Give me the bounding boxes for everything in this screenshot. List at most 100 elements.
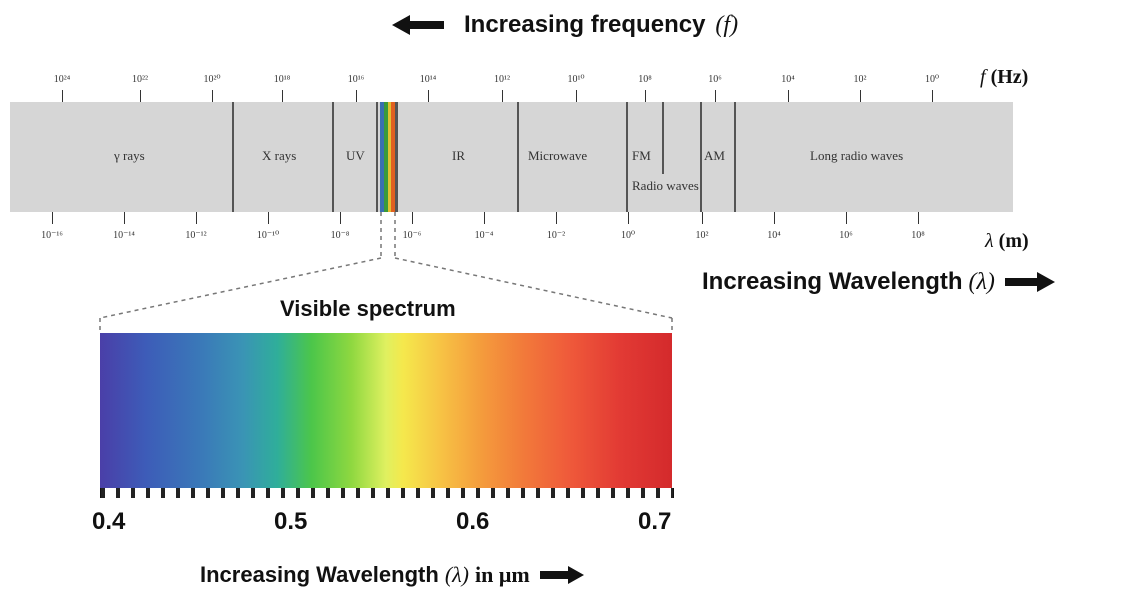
freq-tick-mark xyxy=(62,90,63,102)
visible-strip-blue xyxy=(380,102,384,212)
freq-tick-mark xyxy=(212,90,213,102)
wl-tick-mark xyxy=(918,212,919,224)
wavelength-unit: λ (m) xyxy=(985,230,1029,253)
arrow-left-icon xyxy=(392,15,444,35)
band-divider xyxy=(662,102,664,174)
freq-tick-mark xyxy=(502,90,503,102)
visible-strip-orange xyxy=(391,102,395,212)
freq-tick-mark xyxy=(788,90,789,102)
wl-tick-mark xyxy=(702,212,703,224)
frequency-heading-label: Increasing frequency xyxy=(464,11,706,38)
wl-tick: 10⁴ xyxy=(767,230,781,241)
band-label-microwave: Microwave xyxy=(528,148,588,163)
bottom-wavelength-heading: Increasing Wavelength (λ) in μm xyxy=(200,562,584,588)
wl-tick: 10⁻¹² xyxy=(185,230,207,241)
wl-tick-mark xyxy=(52,212,53,224)
freq-tick: 10²² xyxy=(132,74,148,85)
band-divider xyxy=(734,102,736,212)
frequency-unit: f (Hz) xyxy=(980,66,1028,89)
band-divider xyxy=(232,102,234,212)
band-label-xray: X rays xyxy=(262,148,297,163)
wavelength-unit-symbol: λ xyxy=(985,230,994,252)
frequency-unit-symbol: f xyxy=(980,66,986,88)
wl-tick: 10⁻¹⁴ xyxy=(113,230,135,241)
freq-tick: 10¹⁸ xyxy=(273,74,291,85)
wl-tick-mark xyxy=(556,212,557,224)
wl-tick: 10⁸ xyxy=(911,230,925,241)
wl-tick: 10⁻² xyxy=(546,230,566,241)
band-label-am: AM xyxy=(704,148,725,163)
wl-tick-mark xyxy=(484,212,485,224)
freq-tick-mark xyxy=(282,90,283,102)
arrow-right-icon xyxy=(1004,272,1055,292)
bottom-heading-label: Increasing Wavelength xyxy=(200,562,439,587)
wl-tick: 10⁻⁸ xyxy=(330,230,350,241)
visible-strip-edge xyxy=(395,102,398,212)
wl-tick-mark xyxy=(628,212,629,224)
freq-tick: 10¹⁰ xyxy=(567,74,585,85)
wavelength-unit-label: (m) xyxy=(998,230,1029,252)
freq-tick: 10¹² xyxy=(494,74,510,85)
freq-tick-mark xyxy=(932,90,933,102)
wl-tick-mark xyxy=(340,212,341,224)
wl-tick-mark xyxy=(124,212,125,224)
band-label-radio: Radio waves xyxy=(632,178,699,193)
wl-tick: 10⁻¹⁶ xyxy=(41,230,63,241)
wavelength-heading: Increasing Wavelength (λ) xyxy=(702,268,1055,296)
band-label-long-radio: Long radio waves xyxy=(810,148,904,163)
wl-tick: 10⁶ xyxy=(839,230,853,241)
band-divider xyxy=(376,102,378,212)
freq-tick: 10²⁴ xyxy=(53,74,71,85)
visible-spectrum-ruler xyxy=(100,488,674,498)
freq-tick-mark xyxy=(140,90,141,102)
frequency-heading-symbol: (f) xyxy=(715,11,739,38)
band-label-gamma: γ rays xyxy=(114,148,145,163)
visible-spectrum-gradient xyxy=(100,333,672,488)
wl-tick-mark xyxy=(774,212,775,224)
visible-tick: 0.6 xyxy=(456,508,490,535)
freq-tick: 10⁴ xyxy=(781,74,795,85)
wl-tick: 10⁻⁶ xyxy=(402,230,422,241)
freq-tick-mark xyxy=(576,90,577,102)
wl-tick-mark xyxy=(196,212,197,224)
wavelength-heading-symbol: (λ) xyxy=(968,268,995,295)
frequency-unit-label: (Hz) xyxy=(990,66,1029,88)
band-label-uv: UV xyxy=(346,148,365,163)
wl-tick-mark xyxy=(412,212,413,224)
freq-tick: 10¹⁶ xyxy=(347,74,365,85)
visible-strip-yellow xyxy=(388,102,391,212)
frequency-heading: Increasing frequency (f) xyxy=(392,8,738,42)
freq-tick-mark xyxy=(715,90,716,102)
band-label-fm: FM xyxy=(632,148,651,163)
freq-tick-mark xyxy=(645,90,646,102)
arrow-right-icon xyxy=(539,566,584,584)
em-spectrum-band: γ rays X rays UV IR Microwave FM AM Radi… xyxy=(10,102,1013,212)
freq-tick: 10⁶ xyxy=(708,74,722,85)
band-divider xyxy=(700,102,702,212)
wl-tick-mark xyxy=(846,212,847,224)
wl-tick: 10⁰ xyxy=(620,230,636,241)
freq-tick: 10⁸ xyxy=(638,74,652,85)
freq-tick-mark xyxy=(356,90,357,102)
band-divider xyxy=(626,102,628,212)
wavelength-heading-label: Increasing Wavelength xyxy=(702,268,963,295)
visible-tick: 0.7 xyxy=(638,508,672,535)
wl-tick: 10⁻⁴ xyxy=(474,230,494,241)
wl-tick: 10² xyxy=(695,230,709,241)
visible-tick: 0.4 xyxy=(92,508,126,535)
freq-tick: 10²⁰ xyxy=(203,74,221,85)
band-label-ir: IR xyxy=(452,148,465,163)
wl-tick-mark xyxy=(268,212,269,224)
bottom-heading-unit: in μm xyxy=(475,562,530,587)
band-divider xyxy=(517,102,519,212)
wl-tick: 10⁻¹⁰ xyxy=(256,230,280,241)
visible-spectrum-title: Visible spectrum xyxy=(280,296,456,321)
freq-tick: 10² xyxy=(853,74,867,85)
bottom-heading-symbol: (λ) xyxy=(444,562,469,587)
visible-strip-green xyxy=(384,102,388,212)
freq-tick-mark xyxy=(428,90,429,102)
freq-tick: 10¹⁴ xyxy=(419,74,437,85)
visible-tick: 0.5 xyxy=(274,508,308,535)
freq-tick: 10⁰ xyxy=(924,74,940,85)
